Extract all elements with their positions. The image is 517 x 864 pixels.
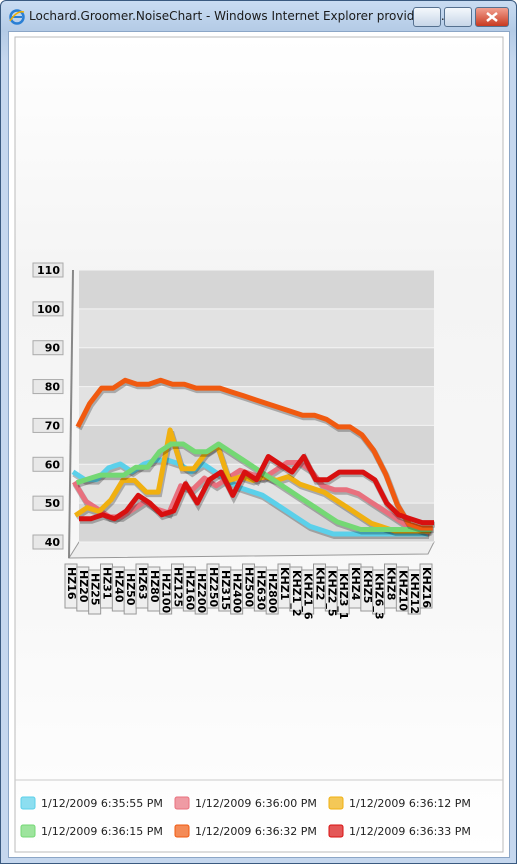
x-tick-label: HZ80: [148, 570, 161, 603]
legend-swatch: [328, 824, 344, 838]
x-tick-label: HZ400: [231, 573, 244, 613]
x-tick-label: KHZ2: [314, 567, 327, 600]
window-title: Lochard.Groomer.NoiseChart - Windows Int…: [29, 9, 453, 23]
legend-swatch: [174, 796, 190, 810]
x-tick-label: KHZ1_2: [290, 570, 303, 617]
legend-label: 1/12/2009 6:35:55 PM: [41, 797, 163, 810]
x-tick-label: KHZ5: [361, 570, 374, 603]
x-tick-label: HZ800: [266, 573, 279, 613]
legend-swatch: [20, 824, 36, 838]
x-tick-label: HZ25: [89, 573, 102, 606]
wall-band: [79, 386, 434, 426]
x-tick-label: KHZ16: [420, 567, 433, 608]
legend-label: 1/12/2009 6:36:12 PM: [349, 797, 471, 810]
x-tick-label: HZ500: [243, 567, 256, 607]
y-tick-box: [32, 417, 64, 433]
series-line: [75, 377, 433, 531]
y-tick-label: 60: [45, 458, 61, 471]
legend-label: 1/12/2009 6:36:33 PM: [349, 825, 471, 838]
wall-band: [79, 270, 434, 309]
x-tick-box: [419, 563, 433, 609]
x-tick-label: HZ160: [183, 570, 196, 610]
legend-swatch: [328, 796, 344, 810]
x-tick-label: HZ31: [101, 567, 114, 600]
y-tick-box: [32, 495, 64, 511]
y-tick-label: 70: [45, 419, 61, 432]
legend-swatch: [20, 796, 36, 810]
x-tick-label: KHZ1: [278, 567, 291, 600]
x-tick-label: HZ315: [219, 570, 232, 610]
legend-label: 1/12/2009 6:36:00 PM: [195, 797, 317, 810]
series-line: [75, 441, 432, 532]
y-tick-box: [32, 534, 64, 550]
x-tick-label: HZ40: [112, 570, 125, 603]
y-tick-box: [32, 301, 64, 317]
x-tick-label: HZ20: [77, 570, 90, 603]
wall-band: [79, 308, 434, 348]
x-tick-label: KHZ2_5: [325, 570, 338, 617]
x-tick-label: KHZ6_3: [373, 573, 386, 620]
series-line: [79, 454, 434, 526]
x-tick-label: KHZ4: [349, 567, 362, 601]
x-tick-label: HZ50: [124, 573, 137, 606]
y-axis: [68, 269, 74, 559]
x-tick-label: HZ125: [172, 567, 185, 607]
x-tick-label: HZ200: [195, 573, 208, 613]
ie-icon: [9, 9, 25, 25]
legend-label: 1/12/2009 6:36:32 PM: [195, 825, 317, 838]
y-tick-label: 100: [37, 303, 60, 316]
x-tick-label: HZ16: [65, 567, 78, 600]
x-tick-label: KHZ3_1: [337, 573, 350, 620]
legend-label: 1/12/2009 6:36:15 PM: [41, 825, 163, 838]
page-content: 40 50 60 70 80 90 100 110 HZ16 HZ20 HZ25 HZ31 HZ40 HZ…: [8, 31, 510, 858]
y-tick-label: 90: [45, 342, 61, 355]
legend-swatch: [174, 824, 190, 838]
y-tick-label: 50: [45, 497, 61, 510]
x-tick-label: HZ250: [207, 567, 220, 607]
y-tick-label: 80: [45, 381, 61, 394]
x-tick-label: HZ630: [254, 570, 267, 610]
y-tick-box: [32, 379, 64, 395]
chart: 405060708090100110HZ16HZ20HZ25HZ31HZ40HZ…: [14, 36, 504, 853]
x-tick-label: KHZ8: [385, 567, 398, 600]
y-tick-box: [32, 340, 64, 356]
close-button[interactable]: [475, 7, 509, 27]
y-tick-box: [32, 456, 64, 472]
minimize-button[interactable]: [413, 7, 441, 27]
x-tick-label: HZ100: [160, 573, 173, 613]
y-tick-label: 110: [37, 264, 60, 277]
x-tick-label: HZ63: [136, 567, 149, 600]
maximize-button[interactable]: [444, 7, 472, 27]
y-tick-label: 40: [45, 536, 61, 549]
wall-band: [79, 347, 434, 387]
y-tick-box: [32, 262, 64, 278]
x-tick-label: KHZ10: [396, 570, 409, 611]
x-tick-label: KHZ1_6: [302, 573, 315, 620]
x-tick-label: KHZ12: [408, 573, 421, 614]
